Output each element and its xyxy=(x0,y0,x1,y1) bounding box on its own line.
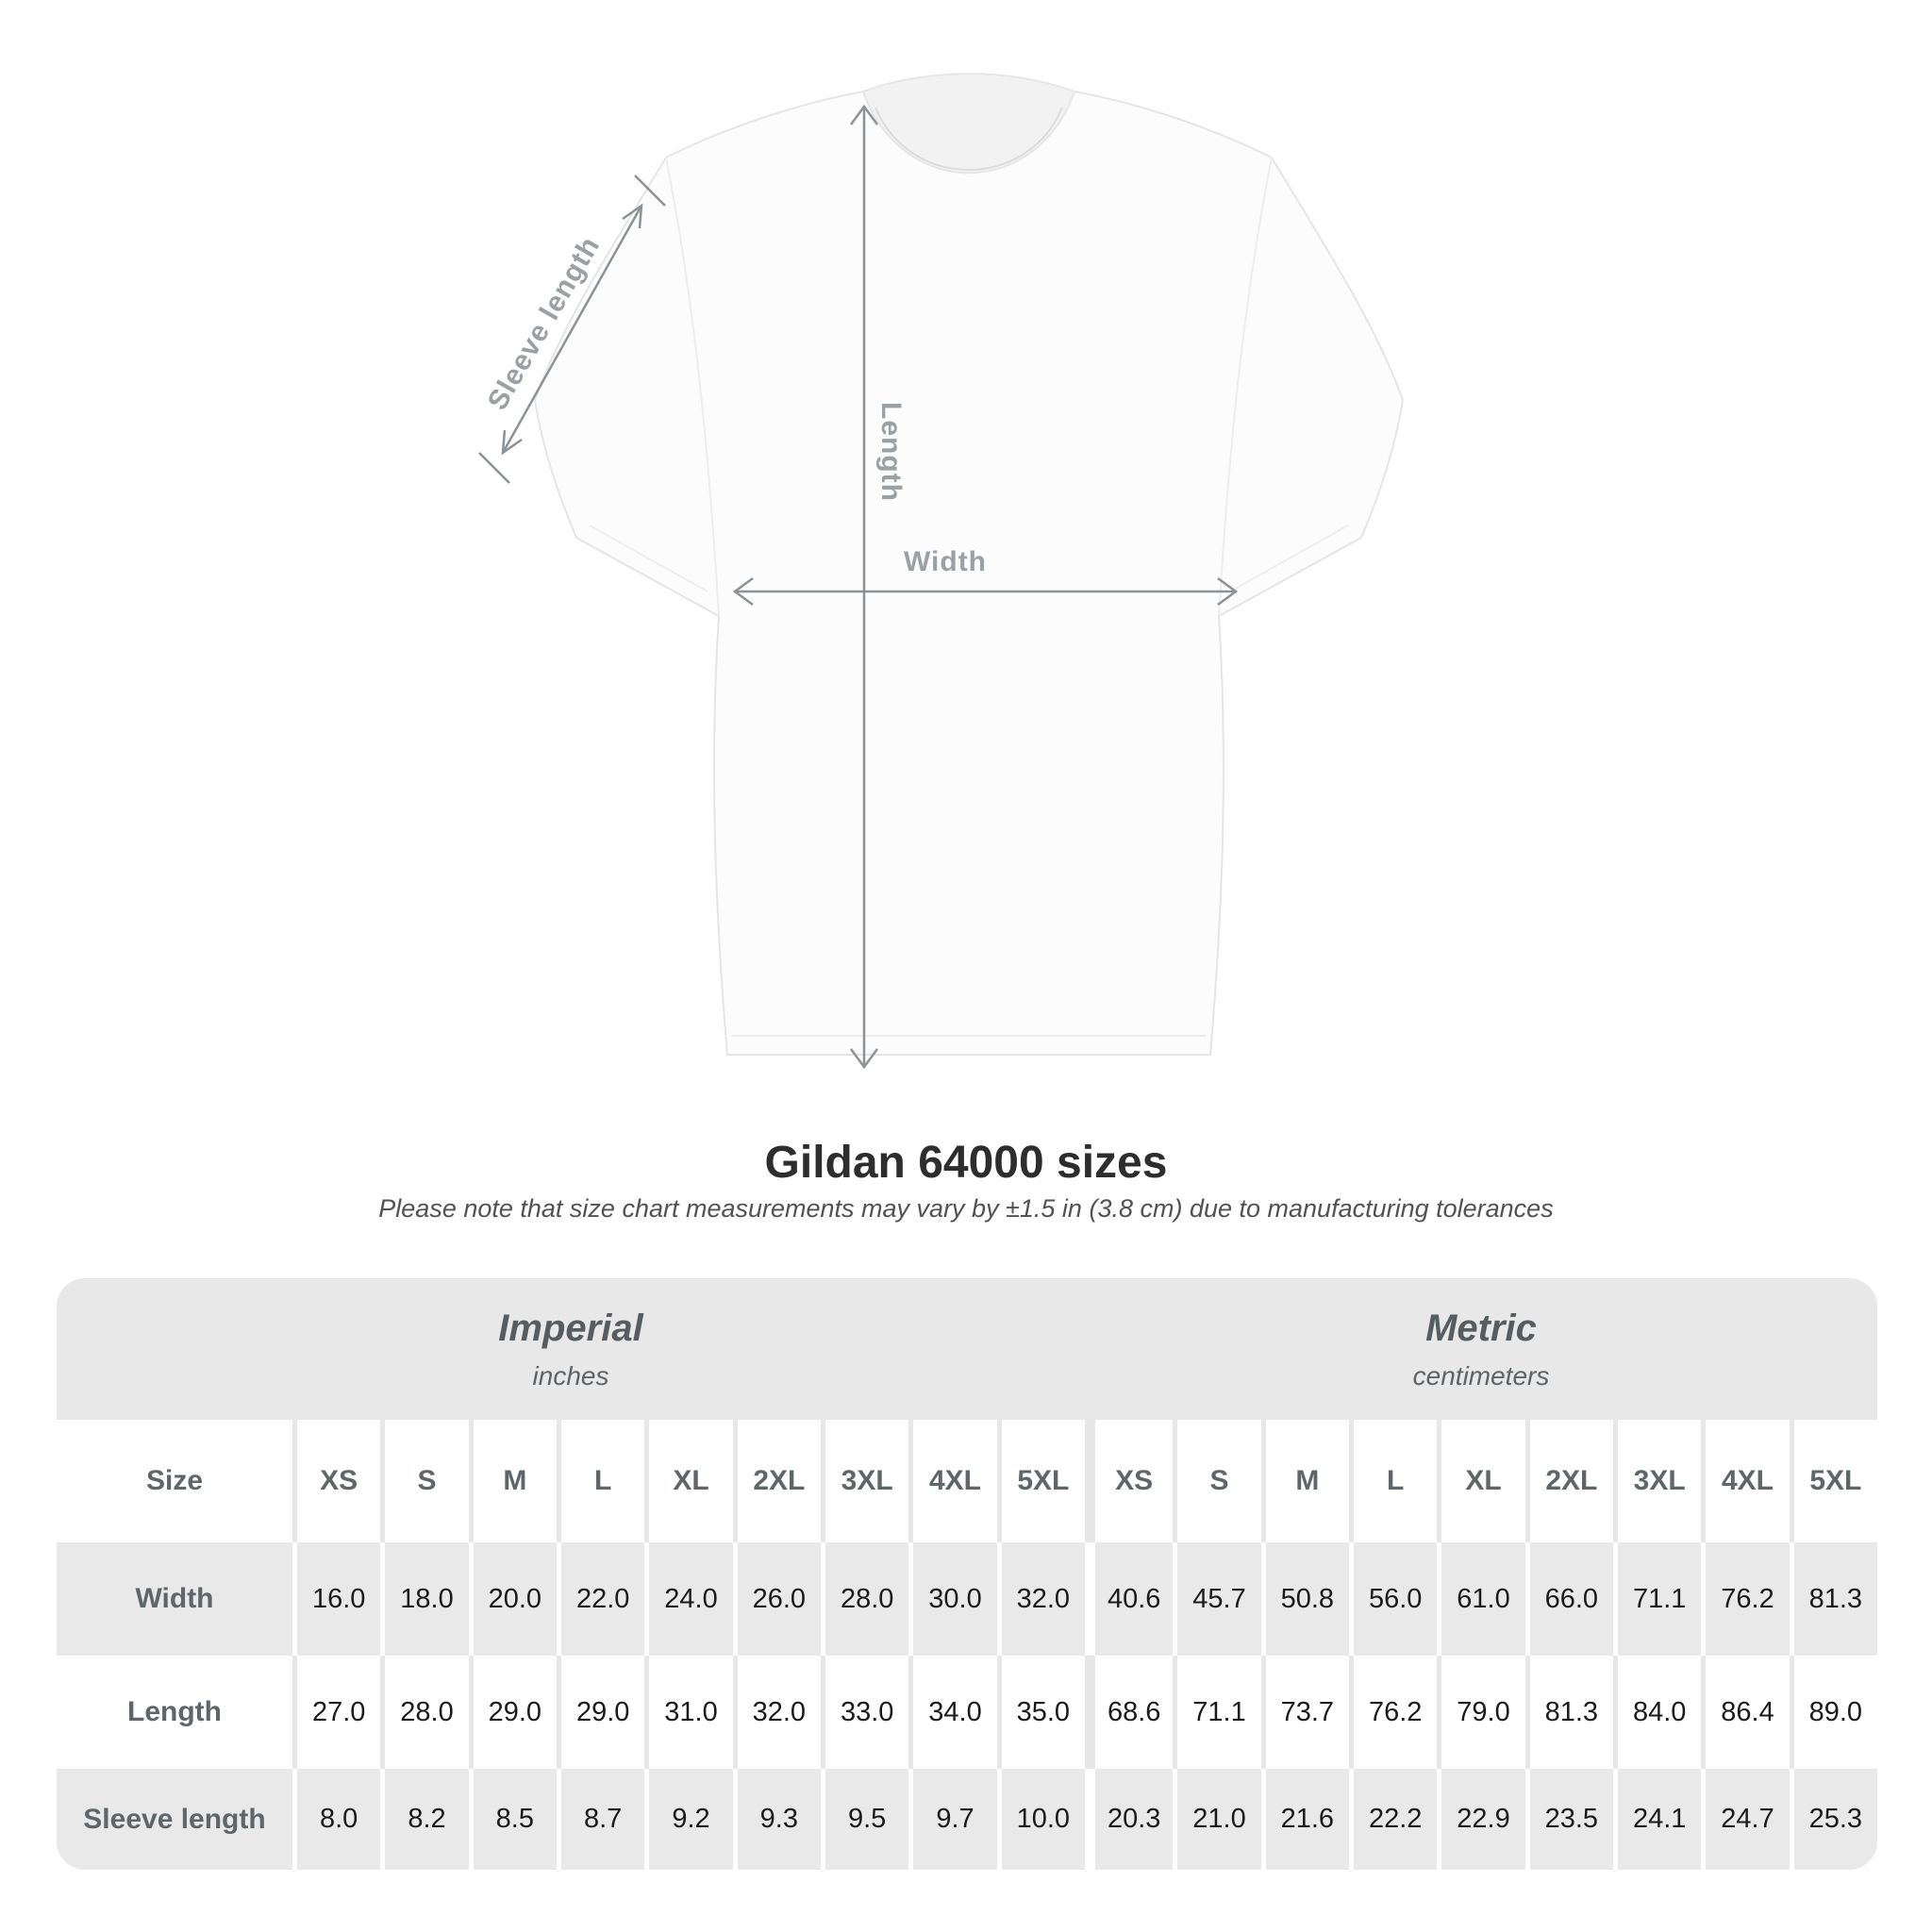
tshirt-shape xyxy=(533,73,1405,1056)
value-cell: 23.5 xyxy=(1524,1769,1613,1870)
row-label: Sleeve length xyxy=(57,1769,292,1870)
value-cell: 8.5 xyxy=(468,1769,557,1870)
imperial-section-title: Imperial xyxy=(498,1307,643,1349)
value-cell: 29.0 xyxy=(557,1656,645,1769)
value-cell: 33.0 xyxy=(821,1656,909,1769)
sleeve-length-arrow xyxy=(478,175,666,484)
value-cell: 10.0 xyxy=(996,1769,1085,1870)
value-cell: 26.0 xyxy=(732,1542,821,1656)
value-cell: 32.0 xyxy=(996,1542,1085,1656)
value-cell: 8.0 xyxy=(292,1769,381,1870)
size-header-imperial: 4XL xyxy=(908,1420,997,1542)
table-row-width: Width 16.0 18.0 20.0 22.0 24.0 26.0 28.0… xyxy=(57,1542,1877,1656)
table-section-header-row: Imperial inches Metric centimeters xyxy=(57,1278,1877,1420)
size-header-metric: 4XL xyxy=(1701,1420,1790,1542)
size-header-imperial: S xyxy=(380,1420,469,1542)
value-cell: 9.5 xyxy=(821,1769,909,1870)
size-header-imperial: 5XL xyxy=(996,1420,1085,1542)
table-row-sleeve-length: Sleeve length 8.0 8.2 8.5 8.7 9.2 9.3 9.… xyxy=(57,1769,1877,1870)
value-cell: 86.4 xyxy=(1701,1656,1790,1769)
length-label: Length xyxy=(875,402,907,502)
imperial-section-unit: inches xyxy=(532,1360,609,1391)
size-header-metric: 5XL xyxy=(1789,1420,1877,1542)
size-header-imperial: 3XL xyxy=(821,1420,909,1542)
size-header-metric: S xyxy=(1173,1420,1261,1542)
length-arrow xyxy=(849,104,879,1070)
value-cell: 24.1 xyxy=(1613,1769,1702,1870)
value-cell: 22.0 xyxy=(557,1542,645,1656)
size-header-imperial: XS xyxy=(292,1420,381,1542)
value-cell: 66.0 xyxy=(1524,1542,1613,1656)
table-sizes-row: Size XS S M L XL 2XL 3XL 4XL 5XL XS S M … xyxy=(57,1420,1877,1542)
imperial-section-header: Imperial inches xyxy=(57,1278,1085,1420)
value-cell: 56.0 xyxy=(1349,1542,1438,1656)
size-column-header: Size xyxy=(57,1420,292,1542)
value-cell: 34.0 xyxy=(908,1656,997,1769)
size-header-imperial: 2XL xyxy=(732,1420,821,1542)
value-cell: 21.6 xyxy=(1260,1769,1349,1870)
value-cell: 16.0 xyxy=(292,1542,381,1656)
size-header-metric: XL xyxy=(1437,1420,1525,1542)
value-cell: 76.2 xyxy=(1701,1542,1790,1656)
metric-section-title: Metric xyxy=(1425,1307,1537,1349)
tolerance-note: Please note that size chart measurements… xyxy=(378,1194,1554,1223)
size-header-imperial: XL xyxy=(644,1420,733,1542)
value-cell: 40.6 xyxy=(1085,1542,1174,1656)
value-cell: 25.3 xyxy=(1789,1769,1877,1870)
size-header-metric: 2XL xyxy=(1524,1420,1613,1542)
value-cell: 68.6 xyxy=(1085,1656,1174,1769)
value-cell: 71.1 xyxy=(1173,1656,1261,1769)
size-header-metric: M xyxy=(1260,1420,1349,1542)
value-cell: 89.0 xyxy=(1789,1656,1877,1769)
value-cell: 30.0 xyxy=(908,1542,997,1656)
value-cell: 45.7 xyxy=(1173,1542,1261,1656)
value-cell: 81.3 xyxy=(1789,1542,1877,1656)
row-label: Length xyxy=(57,1656,292,1769)
page-title: Gildan 64000 sizes xyxy=(764,1138,1168,1188)
value-cell: 8.2 xyxy=(380,1769,469,1870)
size-table: Imperial inches Metric centimeters Size … xyxy=(57,1278,1877,1870)
value-cell: 18.0 xyxy=(380,1542,469,1656)
metric-section-header: Metric centimeters xyxy=(1085,1278,1877,1420)
value-cell: 24.0 xyxy=(644,1542,733,1656)
value-cell: 22.9 xyxy=(1437,1769,1525,1870)
value-cell: 24.7 xyxy=(1701,1769,1790,1870)
value-cell: 79.0 xyxy=(1437,1656,1525,1769)
value-cell: 28.0 xyxy=(821,1542,909,1656)
value-cell: 29.0 xyxy=(468,1656,557,1769)
value-cell: 35.0 xyxy=(996,1656,1085,1769)
value-cell: 9.2 xyxy=(644,1769,733,1870)
value-cell: 32.0 xyxy=(732,1656,821,1769)
value-cell: 76.2 xyxy=(1349,1656,1438,1769)
row-label: Width xyxy=(57,1542,292,1656)
value-cell: 8.7 xyxy=(557,1769,645,1870)
size-header-metric: XS xyxy=(1085,1420,1174,1542)
tshirt-illustration xyxy=(478,73,1405,1070)
value-cell: 73.7 xyxy=(1260,1656,1349,1769)
value-cell: 31.0 xyxy=(644,1656,733,1769)
value-cell: 50.8 xyxy=(1260,1542,1349,1656)
value-cell: 20.0 xyxy=(468,1542,557,1656)
value-cell: 21.0 xyxy=(1173,1769,1261,1870)
value-cell: 81.3 xyxy=(1524,1656,1613,1769)
value-cell: 22.2 xyxy=(1349,1769,1438,1870)
size-header-metric: 3XL xyxy=(1613,1420,1702,1542)
width-arrow xyxy=(732,576,1239,607)
metric-section-unit: centimeters xyxy=(1412,1360,1550,1391)
size-header-imperial: L xyxy=(557,1420,645,1542)
value-cell: 9.3 xyxy=(732,1769,821,1870)
value-cell: 61.0 xyxy=(1437,1542,1525,1656)
value-cell: 84.0 xyxy=(1613,1656,1702,1769)
width-label: Width xyxy=(903,546,988,577)
value-cell: 27.0 xyxy=(292,1656,381,1769)
size-header-metric: L xyxy=(1349,1420,1438,1542)
table-row-length: Length 27.0 28.0 29.0 29.0 31.0 32.0 33.… xyxy=(57,1656,1877,1769)
value-cell: 9.7 xyxy=(908,1769,997,1870)
value-cell: 71.1 xyxy=(1613,1542,1702,1656)
value-cell: 20.3 xyxy=(1085,1769,1174,1870)
value-cell: 28.0 xyxy=(380,1656,469,1769)
size-header-imperial: M xyxy=(468,1420,557,1542)
